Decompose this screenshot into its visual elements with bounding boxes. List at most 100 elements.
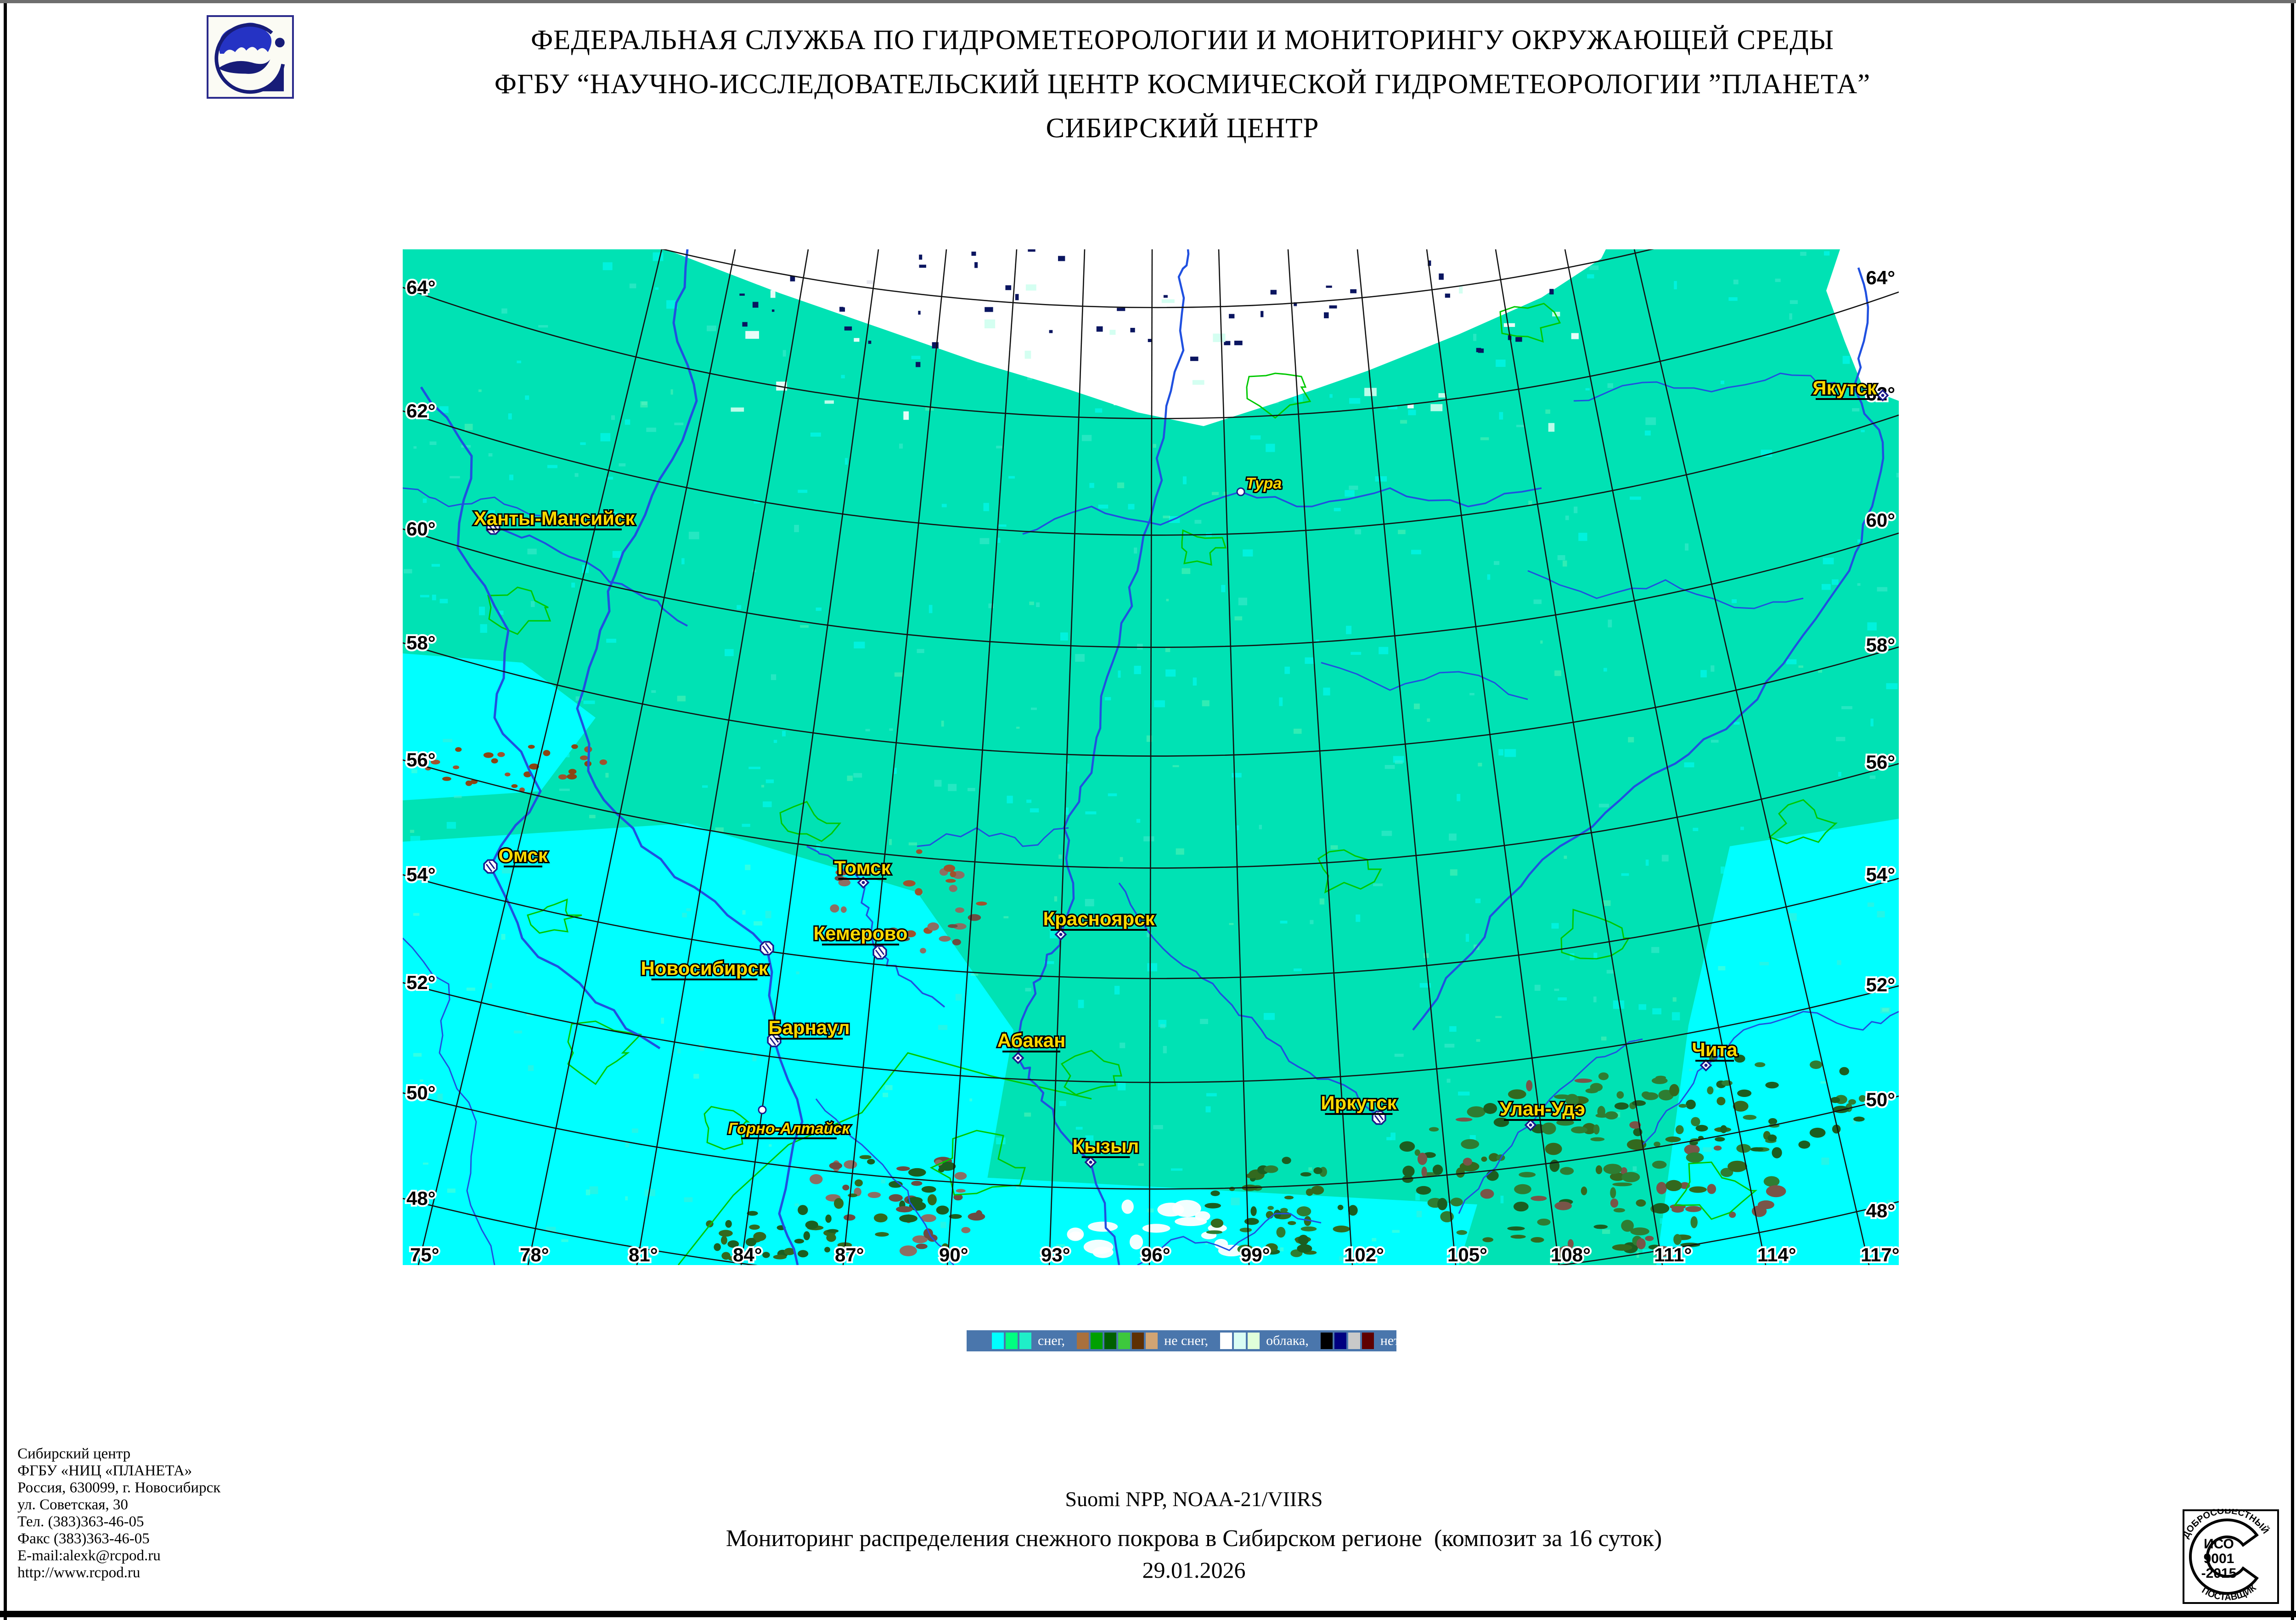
city-marker — [1236, 487, 1245, 496]
cities: Ханты-Мансийск Омск Томск Кемерово Новосибир… — [473, 376, 1889, 1169]
graticule-tick-label: 99° — [1241, 1244, 1270, 1265]
city-label: Кызыл — [1073, 1135, 1139, 1157]
city: Томск — [833, 855, 892, 889]
map-title: Мониторинг распределения снежного покров… — [726, 1525, 1662, 1552]
header: ФЕДЕРАЛЬНАЯ СЛУЖБА ПО ГИДРОМЕТЕОРОЛОГИИ … — [230, 18, 2135, 151]
city-marker — [760, 941, 774, 956]
legend-swatch — [992, 1333, 1004, 1349]
graticule-tick-label: 50° — [1866, 1089, 1895, 1110]
graticule-tick-label: 64° — [406, 276, 436, 298]
legend-label: не снег, — [1164, 1333, 1209, 1348]
city: Новосибирск — [639, 941, 774, 980]
city-marker — [483, 859, 498, 874]
boundary-lines — [487, 303, 1838, 1265]
city: Барнаул — [767, 1015, 851, 1047]
city-label: Улан-Удэ — [1500, 1098, 1585, 1119]
map-date: 29.01.2026 — [1142, 1557, 1246, 1583]
stamp-9001: 9001 — [2204, 1551, 2234, 1566]
city-label: Тура — [1246, 475, 1282, 492]
legend-swatch — [1362, 1333, 1374, 1349]
city-label: Чита — [1692, 1039, 1738, 1060]
contact-line: ул. Советская, 30 — [17, 1496, 128, 1513]
city: Якутск — [1811, 376, 1889, 402]
city-marker — [872, 945, 887, 960]
satellite-caption: Suomi NPP, NOAA-21/VIIRS — [1065, 1487, 1323, 1511]
graticule-tick-label: 50° — [406, 1082, 436, 1103]
city-label: Красноярск — [1043, 908, 1155, 929]
city-label: Абакан — [997, 1029, 1066, 1051]
graticule-tick-label: 62° — [406, 400, 436, 422]
legend-swatch — [1220, 1333, 1232, 1349]
legend-swatch — [1334, 1333, 1346, 1349]
graticule-tick-label: 60° — [406, 518, 436, 540]
city-label: Омск — [498, 844, 548, 866]
city: Чита — [1690, 1037, 1739, 1072]
graticule-tick-label: 90° — [939, 1244, 968, 1265]
contact-line: ФГБУ «НИЦ «ПЛАНЕТА» — [17, 1462, 192, 1479]
stamp-2015: -2015 — [2201, 1566, 2237, 1581]
graticule-tick-label: 96° — [1141, 1244, 1171, 1265]
header-line-3: СИБИРСКИЙ ЦЕНТР — [1046, 113, 1319, 144]
header-line-1: ФЕДЕРАЛЬНАЯ СЛУЖБА ПО ГИДРОМЕТЕОРОЛОГИИ … — [530, 25, 1835, 56]
city-marker — [767, 1033, 782, 1047]
legend-swatch — [1132, 1333, 1144, 1349]
graticule-tick-label: 52° — [1866, 974, 1895, 996]
legend-label: нет данных — [1380, 1333, 1396, 1348]
city: Кемерово — [812, 921, 909, 960]
legend-swatch — [1091, 1333, 1103, 1349]
graticule-tick-label: 52° — [406, 972, 436, 993]
planeta-logo-icon — [214, 22, 285, 94]
graticule-tick-label: 58° — [406, 632, 436, 653]
graticule-labels: 64°62°60°58°56°54°52°50°48°64°62°60°58°5… — [405, 265, 1899, 1265]
page-border-left — [4, 3, 7, 1620]
city: Абакан — [996, 1028, 1067, 1064]
page-border-bottom — [0, 1611, 2296, 1617]
legend-swatch — [1348, 1333, 1360, 1349]
no-snow-patches — [425, 744, 1866, 1261]
graticule-tick-label: 87° — [835, 1244, 864, 1265]
contact-line: E-mail:alexk@rcpod.ru — [17, 1547, 161, 1564]
caption-block: Suomi NPP, NOAA-21/VIIRS Мониторинг расп… — [551, 1487, 1837, 1583]
legend-swatch — [1234, 1333, 1246, 1349]
graticule-tick-label: 48° — [1866, 1200, 1895, 1221]
graticule-tick-label: 114° — [1757, 1244, 1796, 1265]
city: Красноярск — [1041, 906, 1156, 941]
city-label: Кемерово — [813, 922, 907, 944]
legend-label: облака, — [1266, 1333, 1309, 1348]
legend-swatch — [1320, 1333, 1333, 1349]
iso-stamp-icon: ДОБРОСОВЕСТНЫЙ ПОСТАВЩИК ИСО 9001 -2015 — [2181, 1506, 2279, 1604]
rivers — [403, 249, 1899, 1265]
city-label: Горно-Алтайск — [728, 1120, 850, 1137]
contact-line: Тел. (383)363-46-05 — [17, 1513, 144, 1530]
graticule-tick-label: 84° — [733, 1244, 762, 1265]
city: Ханты-Мансийск — [473, 506, 636, 535]
legend-label: снег, — [1038, 1333, 1065, 1348]
contact-line: Факс (383)363-46-05 — [17, 1530, 150, 1547]
graticule-tick-label: 93° — [1041, 1244, 1070, 1265]
contact-line: Сибирский центр — [17, 1446, 131, 1462]
iso-9001-stamp: ДОБРОСОВЕСТНЫЙ ПОСТАВЩИК ИСО 9001 -2015 — [2181, 1506, 2279, 1604]
city-label: Томск — [834, 857, 891, 878]
city-label: Иркутск — [1321, 1092, 1397, 1114]
graticule-tick-label: 102° — [1344, 1244, 1384, 1265]
page-border-top — [0, 0, 2296, 3]
contact-line: Россия, 630099, г. Новосибирск — [17, 1479, 221, 1496]
graticule-tick-label: 111° — [1654, 1244, 1692, 1265]
graticule-tick-label: 54° — [406, 864, 436, 885]
legend-swatch — [1104, 1333, 1117, 1349]
header-line-2: ФГБУ “НАУЧНО-ИССЛЕДОВАТЕЛЬСКИЙ ЦЕНТР КОС… — [494, 69, 1871, 100]
legend-swatch — [1146, 1333, 1158, 1349]
graticule-tick-label: 64° — [1866, 267, 1895, 288]
planeta-logo — [207, 15, 294, 99]
graticule-tick-label: 56° — [1866, 751, 1895, 773]
city-marker — [758, 1105, 767, 1114]
legend-swatch — [1019, 1333, 1031, 1349]
graticule-tick-label: 54° — [1866, 864, 1895, 885]
graticule-tick-label: 117° — [1861, 1244, 1899, 1265]
city: Иркутск — [1319, 1091, 1399, 1125]
city: Улан-Удэ — [1498, 1097, 1587, 1131]
city: Омск — [483, 843, 550, 874]
graticule-tick-label: 105° — [1447, 1244, 1487, 1265]
snow-cover-map: 64°62°60°58°56°54°52°50°48°64°62°60°58°5… — [403, 249, 1899, 1265]
